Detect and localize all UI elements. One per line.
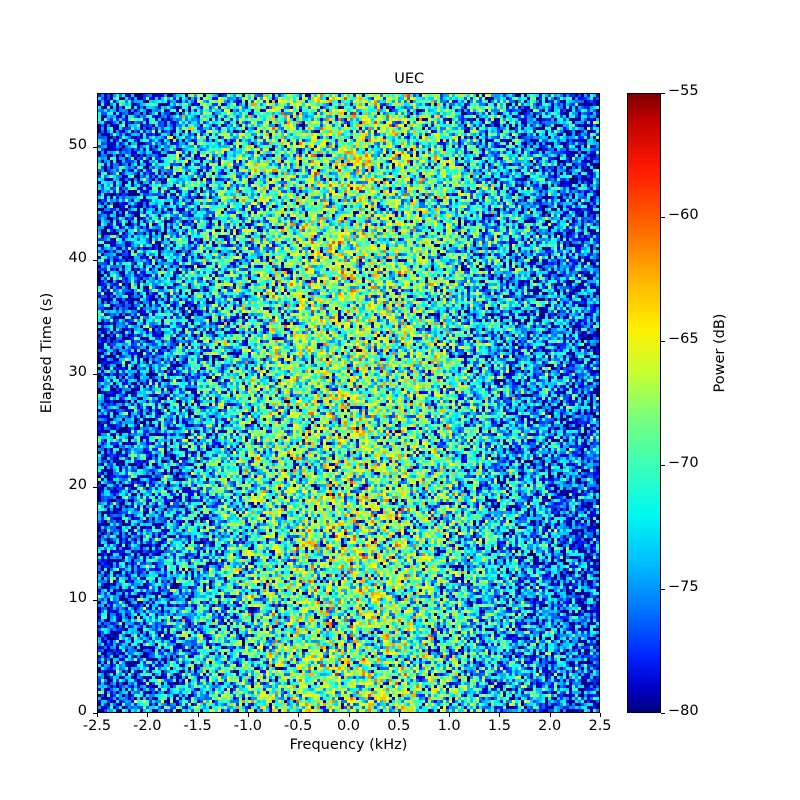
colorbar-tick bbox=[661, 465, 665, 466]
x-tick-label: 1.0 bbox=[437, 718, 461, 734]
title-station: UEC bbox=[394, 70, 425, 87]
x-tick-label: -2.5 bbox=[82, 718, 112, 734]
colorbar-tick-label: −70 bbox=[668, 455, 699, 471]
spectrogram-waterfall-image bbox=[98, 94, 599, 712]
x-tick-label: 2.0 bbox=[538, 718, 562, 734]
y-tick bbox=[93, 599, 97, 601]
y-axis-label: Elapsed Time (s) bbox=[39, 292, 55, 414]
colorbar-tick bbox=[661, 589, 665, 590]
colorbar-gradient bbox=[628, 94, 660, 712]
x-tick bbox=[398, 713, 400, 717]
colorbar-tick-label: −55 bbox=[668, 83, 699, 99]
colorbar-tick-label: −75 bbox=[668, 579, 699, 595]
y-tick-label: 0 bbox=[77, 703, 87, 719]
colorbar-label: Power (dB) bbox=[712, 313, 728, 393]
y-tick-label: 30 bbox=[68, 363, 87, 380]
x-tick-label: 1.5 bbox=[487, 718, 511, 734]
colorbar-tick-label: −65 bbox=[668, 331, 699, 347]
x-tick bbox=[197, 713, 199, 717]
x-tick-label: -1.0 bbox=[233, 718, 263, 734]
y-tick bbox=[93, 260, 97, 262]
y-tick-label: 10 bbox=[68, 589, 87, 606]
colorbar-tick bbox=[661, 713, 665, 714]
x-tick-label: 2.5 bbox=[588, 718, 612, 734]
x-tick-label: -1.5 bbox=[183, 718, 212, 734]
x-axis-label: Frequency (kHz) bbox=[289, 737, 408, 753]
x-tick bbox=[449, 713, 451, 717]
colorbar-tick bbox=[661, 217, 665, 218]
x-tick bbox=[348, 713, 350, 717]
x-tick-label: 0.5 bbox=[387, 718, 411, 734]
y-tick bbox=[93, 373, 97, 375]
x-tick-label: 0.0 bbox=[336, 718, 361, 734]
x-tick bbox=[600, 713, 601, 717]
colorbar-tick-label: −60 bbox=[668, 207, 699, 223]
x-tick bbox=[549, 713, 551, 717]
colorbar-tick-label: −80 bbox=[668, 703, 699, 719]
spectrogram-plot-area bbox=[97, 93, 600, 713]
y-tick-label: 50 bbox=[68, 137, 87, 154]
y-tick-label: 40 bbox=[68, 250, 87, 267]
colorbar bbox=[627, 93, 661, 713]
x-tick bbox=[298, 713, 300, 717]
colorbar-tick bbox=[661, 93, 665, 94]
x-tick-label: -2.0 bbox=[133, 718, 162, 734]
y-tick bbox=[93, 147, 97, 149]
colorbar-tick bbox=[661, 341, 665, 342]
y-tick bbox=[93, 486, 97, 488]
x-tick-label: -0.5 bbox=[284, 718, 313, 734]
y-tick-label: 20 bbox=[68, 476, 87, 493]
y-tick bbox=[93, 713, 97, 714]
x-tick bbox=[499, 713, 501, 717]
x-tick bbox=[247, 713, 249, 717]
x-tick bbox=[97, 713, 98, 717]
x-tick bbox=[147, 713, 149, 717]
